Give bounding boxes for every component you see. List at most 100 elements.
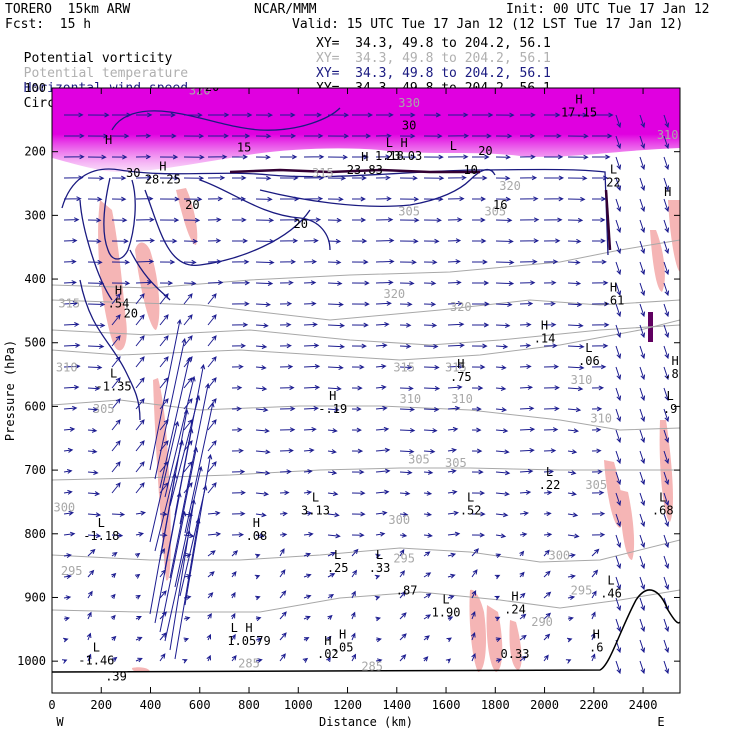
circulation-vector-301: [423, 343, 439, 349]
circulation-vector-341: [135, 377, 145, 389]
circulation-vector-51: [663, 135, 670, 150]
circulation-vector-112: [255, 196, 273, 202]
x-tick-label-0: 0: [48, 698, 55, 712]
circulation-vector-594: [591, 569, 599, 578]
x-tick-label-10: 2000: [530, 698, 559, 712]
circulation-vector-514: [543, 511, 552, 517]
theta-label-7: 320: [383, 287, 405, 301]
wind-contour-4: [144, 189, 311, 266]
extremum-marker-0: H: [575, 93, 582, 107]
circulation-vector-629: [183, 616, 191, 621]
theta-contour-6: [52, 539, 680, 563]
extremum-marker-32: H: [324, 634, 331, 648]
circulation-vector-452: [303, 469, 313, 474]
theta-contour-4: [52, 399, 680, 431]
circulation-vector-336: [639, 366, 646, 381]
circulation-vector-507: [375, 510, 388, 516]
circulation-vector-453: [327, 470, 338, 476]
extremum-value-11: .06: [578, 354, 600, 368]
circulation-vector-124: [543, 196, 564, 202]
circulation-vector-534: [399, 532, 408, 538]
circulation-vector-174: [495, 238, 514, 244]
circulation-vector-384: [543, 406, 560, 412]
circulation-vector-190: [255, 259, 275, 265]
circulation-vector-481: [375, 489, 390, 495]
circulation-vector-547: [87, 548, 96, 557]
extremum-value-7: 22: [606, 176, 620, 190]
circulation-vector-198: [447, 259, 461, 265]
theta-label-4: 320: [499, 179, 521, 193]
theta-label-2: 310: [657, 128, 679, 142]
circulation-vector-631: [230, 612, 236, 620]
circulation-vector-396: [207, 419, 217, 431]
extremum-value-22: -1.18: [83, 529, 119, 543]
circulation-vector-289: [135, 335, 145, 347]
circulation-vector-98: [543, 175, 565, 181]
circulation-vector-147: [472, 217, 486, 223]
circulation-vector-114: [303, 196, 324, 202]
theta-label-15: 310: [399, 392, 421, 406]
circulation-vector-674: [639, 639, 646, 654]
circulation-vector-634: [303, 615, 311, 621]
circulation-vector-332: [543, 364, 560, 370]
circulation-vector-511: [471, 511, 486, 517]
tropopause-edge: [604, 189, 612, 251]
circulation-vector-657: [231, 633, 236, 641]
circulation-vector-552: [207, 550, 216, 557]
extremum-value-36: -1.46: [78, 653, 114, 667]
circulation-vector-574: [111, 572, 117, 578]
extremum-marker-5: L: [450, 139, 457, 153]
circulation-vector-70: [495, 154, 511, 160]
circulation-vector-485: [471, 490, 486, 496]
circulation-vector-406: [447, 426, 459, 432]
circulation-vector-496: [111, 511, 126, 517]
circulation-vector-621: [615, 597, 622, 612]
circulation-vector-218: [303, 280, 317, 286]
circulation-vector-460: [495, 470, 511, 476]
circulation-vector-367: [135, 398, 145, 410]
circulation-vector-171: [423, 238, 440, 244]
circulation-vector-137: [231, 217, 247, 223]
circulation-vector-316: [159, 356, 169, 368]
circulation-vector-423: [231, 448, 244, 454]
circulation-vector-450: [255, 470, 271, 476]
circulation-vector-575: [134, 573, 141, 579]
circulation-vector-478: [303, 490, 313, 496]
circulation-vector-29: [135, 133, 152, 139]
circulation-vector-635: [327, 614, 333, 620]
circulation-vector-170: [399, 238, 419, 244]
theta-label-25: 295: [571, 583, 593, 597]
circulation-vector-445: [135, 461, 145, 473]
circulation-vector-479: [327, 491, 339, 497]
circulation-vector-546: [63, 553, 72, 559]
circulation-vector-172: [447, 238, 462, 244]
extremum-marker-7: L: [610, 163, 617, 177]
circulation-vector-88: [303, 175, 325, 181]
circulation-vector-448: [207, 461, 217, 473]
circulation-vector-422: [207, 440, 217, 452]
extremum-marker-15: L: [110, 367, 117, 381]
theta-label-26: 295: [61, 564, 83, 578]
circulation-vector-698: [590, 653, 596, 662]
circulation-vector-677: [86, 653, 92, 662]
circulation-vector-143: [375, 217, 394, 223]
circulation-vector-475: [231, 490, 246, 496]
model-label: TORERO 15km ARW: [5, 2, 131, 17]
circulation-vector-264: [159, 314, 169, 326]
valid-label: Valid: 15 UTC Tue 17 Jan 12 (12 LST Tue …: [292, 17, 684, 32]
circulation-vector-428: [351, 448, 364, 454]
extremum-value-15: -1.35: [96, 380, 132, 394]
circulation-vector-328: [447, 363, 465, 369]
circulation-vector-666: [446, 637, 452, 643]
circulation-vector-462: [543, 469, 555, 475]
circulation-vector-391: [87, 427, 98, 433]
circulation-vector-32: [207, 133, 230, 139]
circulation-vector-642: [494, 616, 501, 622]
circulation-vector-17: [472, 112, 494, 118]
circulation-vector-104: [63, 196, 82, 202]
extremum-value-16: -.19: [318, 402, 347, 416]
circulation-vector-607: [279, 590, 287, 599]
circulation-vector-640: [447, 616, 454, 621]
circulation-vector-258: [639, 303, 646, 318]
circulation-vector-530: [303, 531, 314, 537]
